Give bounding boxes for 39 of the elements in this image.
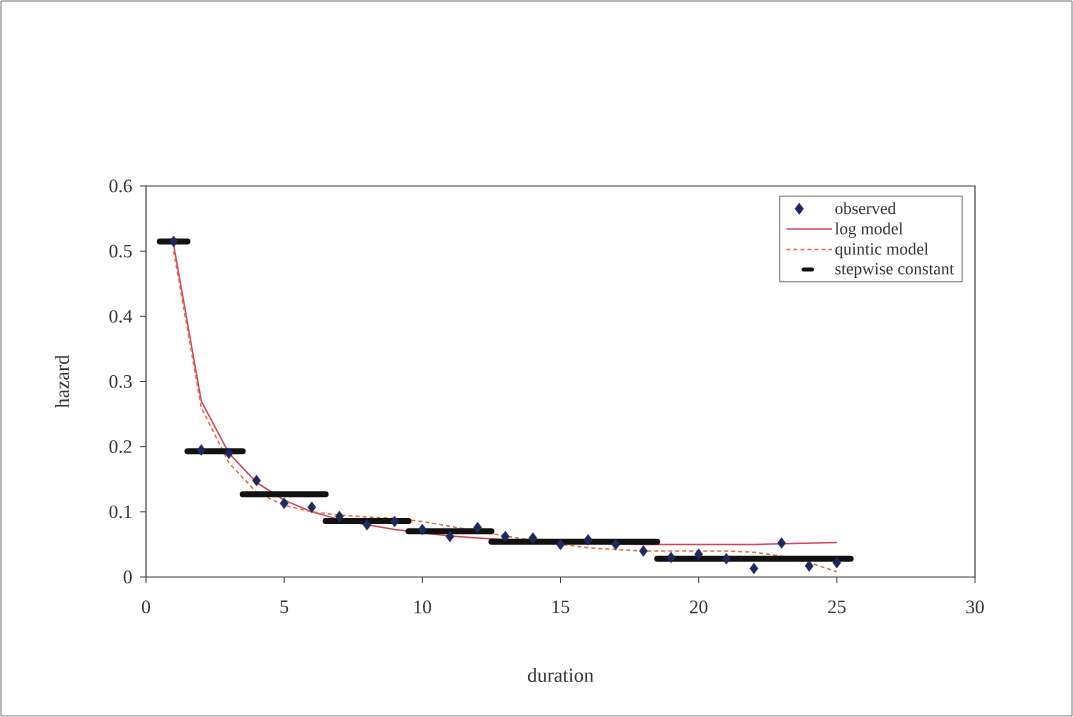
- point: [639, 545, 648, 557]
- point: [832, 556, 842, 569]
- y-tick-label: 0: [123, 570, 132, 584]
- x-tick-label: 25: [828, 600, 846, 614]
- point: [528, 532, 538, 544]
- point: [390, 515, 400, 528]
- x-tick-label: 10: [414, 600, 432, 614]
- point: [611, 538, 621, 551]
- x-axis-title: duration: [527, 667, 594, 683]
- point: [279, 497, 289, 510]
- y-axis-title: hazard: [54, 355, 70, 408]
- point: [224, 447, 234, 459]
- x-tick-label: 15: [552, 600, 570, 614]
- point: [445, 530, 455, 543]
- legend-label: observed: [835, 202, 896, 215]
- point: [694, 548, 703, 560]
- point: [307, 501, 317, 513]
- x-tick-label: 5: [280, 600, 289, 614]
- y-tick-label: 0.2: [109, 440, 132, 454]
- y-tick-label: 0.5: [109, 244, 132, 258]
- y-tick-label: 0.6: [109, 179, 132, 193]
- point: [666, 551, 676, 564]
- point: [804, 560, 814, 572]
- legend-label: log model: [835, 222, 903, 238]
- legend-label: quintic model: [835, 242, 929, 259]
- x-tick-label: 20: [690, 600, 708, 614]
- point: [777, 537, 786, 549]
- point: [721, 553, 731, 565]
- point: [196, 444, 206, 456]
- legend-label: stepwise constant: [835, 263, 955, 278]
- point: [500, 530, 510, 543]
- x-tick-label: 0: [141, 600, 151, 614]
- point: [583, 534, 593, 546]
- x-tick-label: 30: [966, 600, 984, 614]
- point: [362, 519, 372, 531]
- point: [749, 562, 759, 575]
- y-tick-label: 0.1: [109, 505, 132, 519]
- y-tick-label: 0.3: [109, 375, 132, 388]
- y-tick-label: 0.4: [109, 309, 133, 323]
